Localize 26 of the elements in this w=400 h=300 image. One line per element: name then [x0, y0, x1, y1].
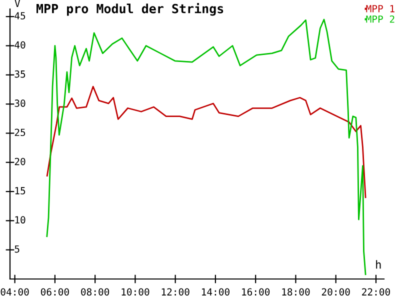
x-tick-label: 04:00	[0, 288, 29, 296]
x-tick-label: 14:00	[202, 288, 230, 296]
x-tick-label: 10:00	[122, 288, 150, 296]
line-series	[46, 18, 366, 276]
x-tick-label: 18:00	[282, 288, 310, 296]
x-tick-label: 16:00	[242, 288, 270, 296]
x-axis-title: h	[376, 260, 381, 269]
legend-label: MPP 2	[366, 15, 394, 23]
x-tick-label: 22:00	[362, 288, 390, 296]
y-tick-label: 10	[15, 216, 26, 224]
x-tick-label: 08:00	[81, 288, 110, 296]
legend-label: MPP 1	[366, 5, 394, 12]
x-tick-label: 12:00	[162, 288, 190, 296]
y-tick-label: 45	[14, 12, 26, 20]
y-tick-label: 30	[14, 100, 26, 107]
x-tick-label: 06:00	[40, 288, 69, 296]
y-axis-title: V	[14, 0, 20, 7]
y-tick-label: 5	[14, 245, 20, 253]
y-tick-label: 25	[14, 128, 26, 136]
y-tick-label: 35	[14, 70, 26, 78]
y-tick-label: 20	[14, 158, 26, 166]
y-tick-label: 40	[14, 41, 26, 49]
x-tick-label: 20:00	[322, 288, 350, 296]
y-tick-label: 15	[15, 187, 26, 194]
chart-title: MPP pro Modul der Strings	[36, 3, 224, 16]
line-series	[46, 86, 366, 198]
